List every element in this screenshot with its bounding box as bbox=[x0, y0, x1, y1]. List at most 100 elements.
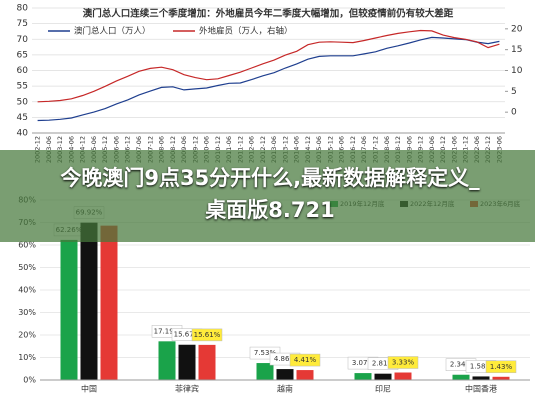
y2-tick-label: 5 bbox=[511, 87, 517, 97]
x-tick-label: 2015-12 bbox=[326, 136, 334, 163]
series-line bbox=[37, 29, 500, 103]
bar bbox=[100, 225, 118, 380]
x-tick-label: 2008-12 bbox=[169, 136, 177, 163]
bar bbox=[158, 341, 176, 380]
x-tick-label: 2008-06 bbox=[158, 136, 166, 163]
x-tick-label: 2011-06 bbox=[225, 136, 233, 163]
x-tick-label: 2013-06 bbox=[270, 136, 278, 163]
x-tick-label: 2014-12 bbox=[304, 136, 312, 163]
x-tick-label: 2017-12 bbox=[371, 136, 379, 163]
x-tick-label: 中国香港 bbox=[465, 384, 497, 394]
x-tick-label: 菲律宾 bbox=[175, 384, 199, 394]
x-tick-label: 2022-12 bbox=[484, 136, 492, 163]
x-tick-label: 2016-06 bbox=[338, 136, 346, 163]
bar bbox=[80, 222, 98, 380]
y-tick-label: 60 bbox=[17, 66, 29, 76]
value-label: 15.61% bbox=[194, 331, 221, 339]
bar bbox=[276, 369, 294, 380]
chart-title: 澳门总人口连续三个季度增加：外地雇员今年二季度大幅增加，但较疫情前仍有较大差距 bbox=[83, 8, 454, 20]
x-tick-label: 2012-06 bbox=[248, 136, 256, 163]
x-tick-label: 2004-12 bbox=[79, 136, 87, 163]
x-tick-label: 2014-06 bbox=[293, 136, 301, 163]
y2-tick-label: 0 bbox=[511, 108, 517, 118]
value-label: 4.86% bbox=[274, 355, 297, 363]
bar bbox=[354, 373, 372, 380]
x-tick-label: 2018-06 bbox=[383, 136, 391, 163]
bar bbox=[452, 374, 470, 380]
y-tick-label: 40% bbox=[18, 286, 36, 295]
series-line bbox=[37, 36, 500, 122]
x-tick-label: 2007-12 bbox=[146, 136, 154, 163]
x-tick-label: 2019-12 bbox=[417, 136, 425, 163]
value-label: 15.67% bbox=[174, 331, 201, 339]
value-label: 17.19% bbox=[154, 327, 181, 335]
value-label: 2.81% bbox=[372, 360, 395, 368]
x-tick-label: 2022-06 bbox=[473, 136, 481, 163]
y-tick-label: 45 bbox=[17, 113, 28, 123]
y-tick-label: 50% bbox=[18, 263, 36, 272]
y-tick-label: 10% bbox=[18, 353, 36, 362]
x-tick-label: 中国 bbox=[81, 384, 97, 394]
value-label: 1.43% bbox=[490, 363, 513, 371]
x-tick-label: 2015-06 bbox=[315, 136, 323, 163]
legend-label: 澳门总人口（万人） bbox=[74, 26, 151, 37]
bar bbox=[472, 376, 490, 380]
x-tick-label: 印尼 bbox=[375, 385, 391, 394]
x-tick-label: 2021-12 bbox=[462, 136, 470, 163]
value-label: 7.53% bbox=[254, 349, 277, 357]
x-tick-label: 2005-06 bbox=[90, 136, 98, 163]
headline: 今晚澳门9点35分开什么,最新数据解释定义_桌面版8.721 bbox=[60, 166, 480, 222]
y-tick-label: 60% bbox=[18, 241, 36, 250]
x-tick-label: 越南 bbox=[277, 384, 293, 394]
headline-band bbox=[0, 150, 535, 242]
bar bbox=[374, 373, 392, 380]
x-tick-label: 2013-12 bbox=[281, 136, 289, 163]
x-tick-label: 2010-06 bbox=[203, 136, 211, 163]
x-tick-label: 2012-12 bbox=[259, 136, 267, 163]
x-tick-label: 2002-12 bbox=[34, 136, 42, 163]
y-tick-label: 75 bbox=[17, 19, 28, 29]
bar bbox=[296, 370, 314, 380]
y2-tick-label: 15 bbox=[511, 45, 522, 55]
legend-label: 外地雇员（万人，右轴） bbox=[199, 26, 293, 37]
y2-tick-label: 10 bbox=[511, 66, 523, 76]
value-label-box bbox=[289, 353, 321, 367]
x-tick-label: 2004-06 bbox=[67, 136, 75, 163]
value-label-box bbox=[485, 360, 517, 374]
x-tick-label: 2007-06 bbox=[135, 136, 143, 163]
value-label: 4.41% bbox=[294, 356, 317, 364]
bar bbox=[178, 344, 196, 380]
y-tick-label: 30% bbox=[18, 308, 36, 317]
x-tick-label: 2003-06 bbox=[45, 136, 53, 163]
bar bbox=[394, 372, 412, 380]
x-tick-label: 2019-06 bbox=[405, 136, 413, 163]
x-tick-label: 2020-12 bbox=[439, 136, 447, 163]
value-label-box bbox=[387, 356, 419, 369]
x-tick-label: 2021-06 bbox=[450, 136, 458, 163]
y-tick-label: 0% bbox=[23, 376, 36, 385]
x-tick-label: 2020-06 bbox=[428, 136, 436, 163]
value-label: 2.34% bbox=[450, 361, 473, 369]
value-label: 3.33% bbox=[392, 359, 415, 367]
y-tick-label: 55 bbox=[17, 82, 28, 92]
y-tick-label: 80 bbox=[17, 4, 29, 14]
x-tick-label: 2010-12 bbox=[214, 136, 222, 163]
x-tick-label: 2017-06 bbox=[360, 136, 368, 163]
x-tick-label: 2005-12 bbox=[101, 136, 109, 163]
y-tick-label: 40 bbox=[17, 129, 29, 139]
value-label: 3.07% bbox=[352, 359, 375, 367]
x-tick-label: 2009-06 bbox=[180, 136, 188, 163]
x-tick-label: 2006-06 bbox=[112, 136, 120, 163]
y-tick-label: 20% bbox=[18, 331, 36, 340]
x-tick-label: 2011-12 bbox=[236, 136, 244, 163]
value-label-box bbox=[191, 328, 223, 342]
bar bbox=[60, 239, 78, 380]
x-tick-label: 2006-12 bbox=[124, 136, 132, 163]
y-tick-label: 65 bbox=[17, 50, 28, 60]
bar bbox=[492, 376, 510, 380]
y-tick-label: 70 bbox=[17, 35, 29, 45]
x-tick-label: 2009-12 bbox=[191, 136, 199, 163]
bar bbox=[198, 344, 216, 380]
x-tick-label: 2023-06 bbox=[495, 136, 503, 163]
